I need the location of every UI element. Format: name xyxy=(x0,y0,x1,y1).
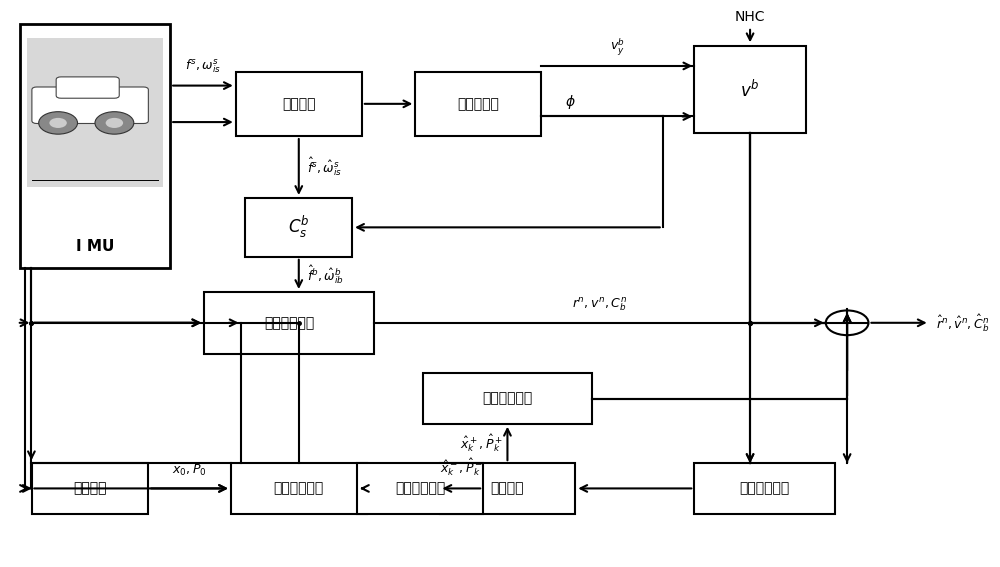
Text: NHC: NHC xyxy=(735,10,765,24)
Text: 系统滤波增益: 系统滤波增益 xyxy=(395,481,445,496)
Text: 状态量修正量: 状态量修正量 xyxy=(482,392,533,405)
Text: $r^n,v^n,C_b^n$: $r^n,v^n,C_b^n$ xyxy=(572,295,627,312)
Circle shape xyxy=(95,112,134,134)
Bar xyxy=(231,463,367,514)
Text: 误差补偿: 误差补偿 xyxy=(282,97,316,111)
Bar xyxy=(423,373,592,424)
Text: 系统动态模型: 系统动态模型 xyxy=(274,481,324,496)
Text: 系统观测模型: 系统观测模型 xyxy=(740,481,790,496)
Text: $\hat{r}^n,\hat{v}^n,\hat{C}_b^n$: $\hat{r}^n,\hat{v}^n,\hat{C}_b^n$ xyxy=(936,312,990,333)
Text: $\hat{f}^b,\hat{\omega}_{ib}^b$: $\hat{f}^b,\hat{\omega}_{ib}^b$ xyxy=(307,263,344,286)
Circle shape xyxy=(106,118,123,128)
Text: $\hat{x}_k^-,\hat{P}_k^-$: $\hat{x}_k^-,\hat{P}_k^-$ xyxy=(440,457,483,479)
Bar xyxy=(20,24,170,268)
Text: $\hat{f}^s,\hat{\omega}_{is}^s$: $\hat{f}^s,\hat{\omega}_{is}^s$ xyxy=(307,156,342,178)
Circle shape xyxy=(826,311,868,335)
Text: 捷联惯导解算: 捷联惯导解算 xyxy=(264,316,314,330)
Bar xyxy=(694,463,835,514)
Text: 虚拟里程计: 虚拟里程计 xyxy=(457,97,499,111)
Bar xyxy=(245,198,352,257)
Text: $\phi$: $\phi$ xyxy=(565,93,576,111)
Text: $f^s,\omega_{is}^s$: $f^s,\omega_{is}^s$ xyxy=(185,58,221,75)
Bar xyxy=(204,292,374,354)
FancyBboxPatch shape xyxy=(56,77,119,98)
Text: $x_0,P_0$: $x_0,P_0$ xyxy=(172,463,207,479)
Text: $v^b$: $v^b$ xyxy=(740,79,760,100)
Text: $C_s^b$: $C_s^b$ xyxy=(288,214,310,240)
Bar xyxy=(357,463,483,514)
Bar xyxy=(27,38,163,187)
Bar xyxy=(415,71,541,136)
Bar xyxy=(236,71,362,136)
Bar xyxy=(694,46,806,133)
Text: $\hat{x}_k^+,\hat{P}_k^+$: $\hat{x}_k^+,\hat{P}_k^+$ xyxy=(460,433,503,454)
Circle shape xyxy=(39,112,78,134)
Text: I MU: I MU xyxy=(76,239,114,254)
Circle shape xyxy=(49,118,67,128)
FancyBboxPatch shape xyxy=(32,87,148,124)
Bar xyxy=(32,463,148,514)
Text: 状态更新: 状态更新 xyxy=(491,481,524,496)
Text: 初始状态: 初始状态 xyxy=(73,481,107,496)
Text: $v_y^b$: $v_y^b$ xyxy=(610,36,625,57)
Bar xyxy=(440,463,575,514)
